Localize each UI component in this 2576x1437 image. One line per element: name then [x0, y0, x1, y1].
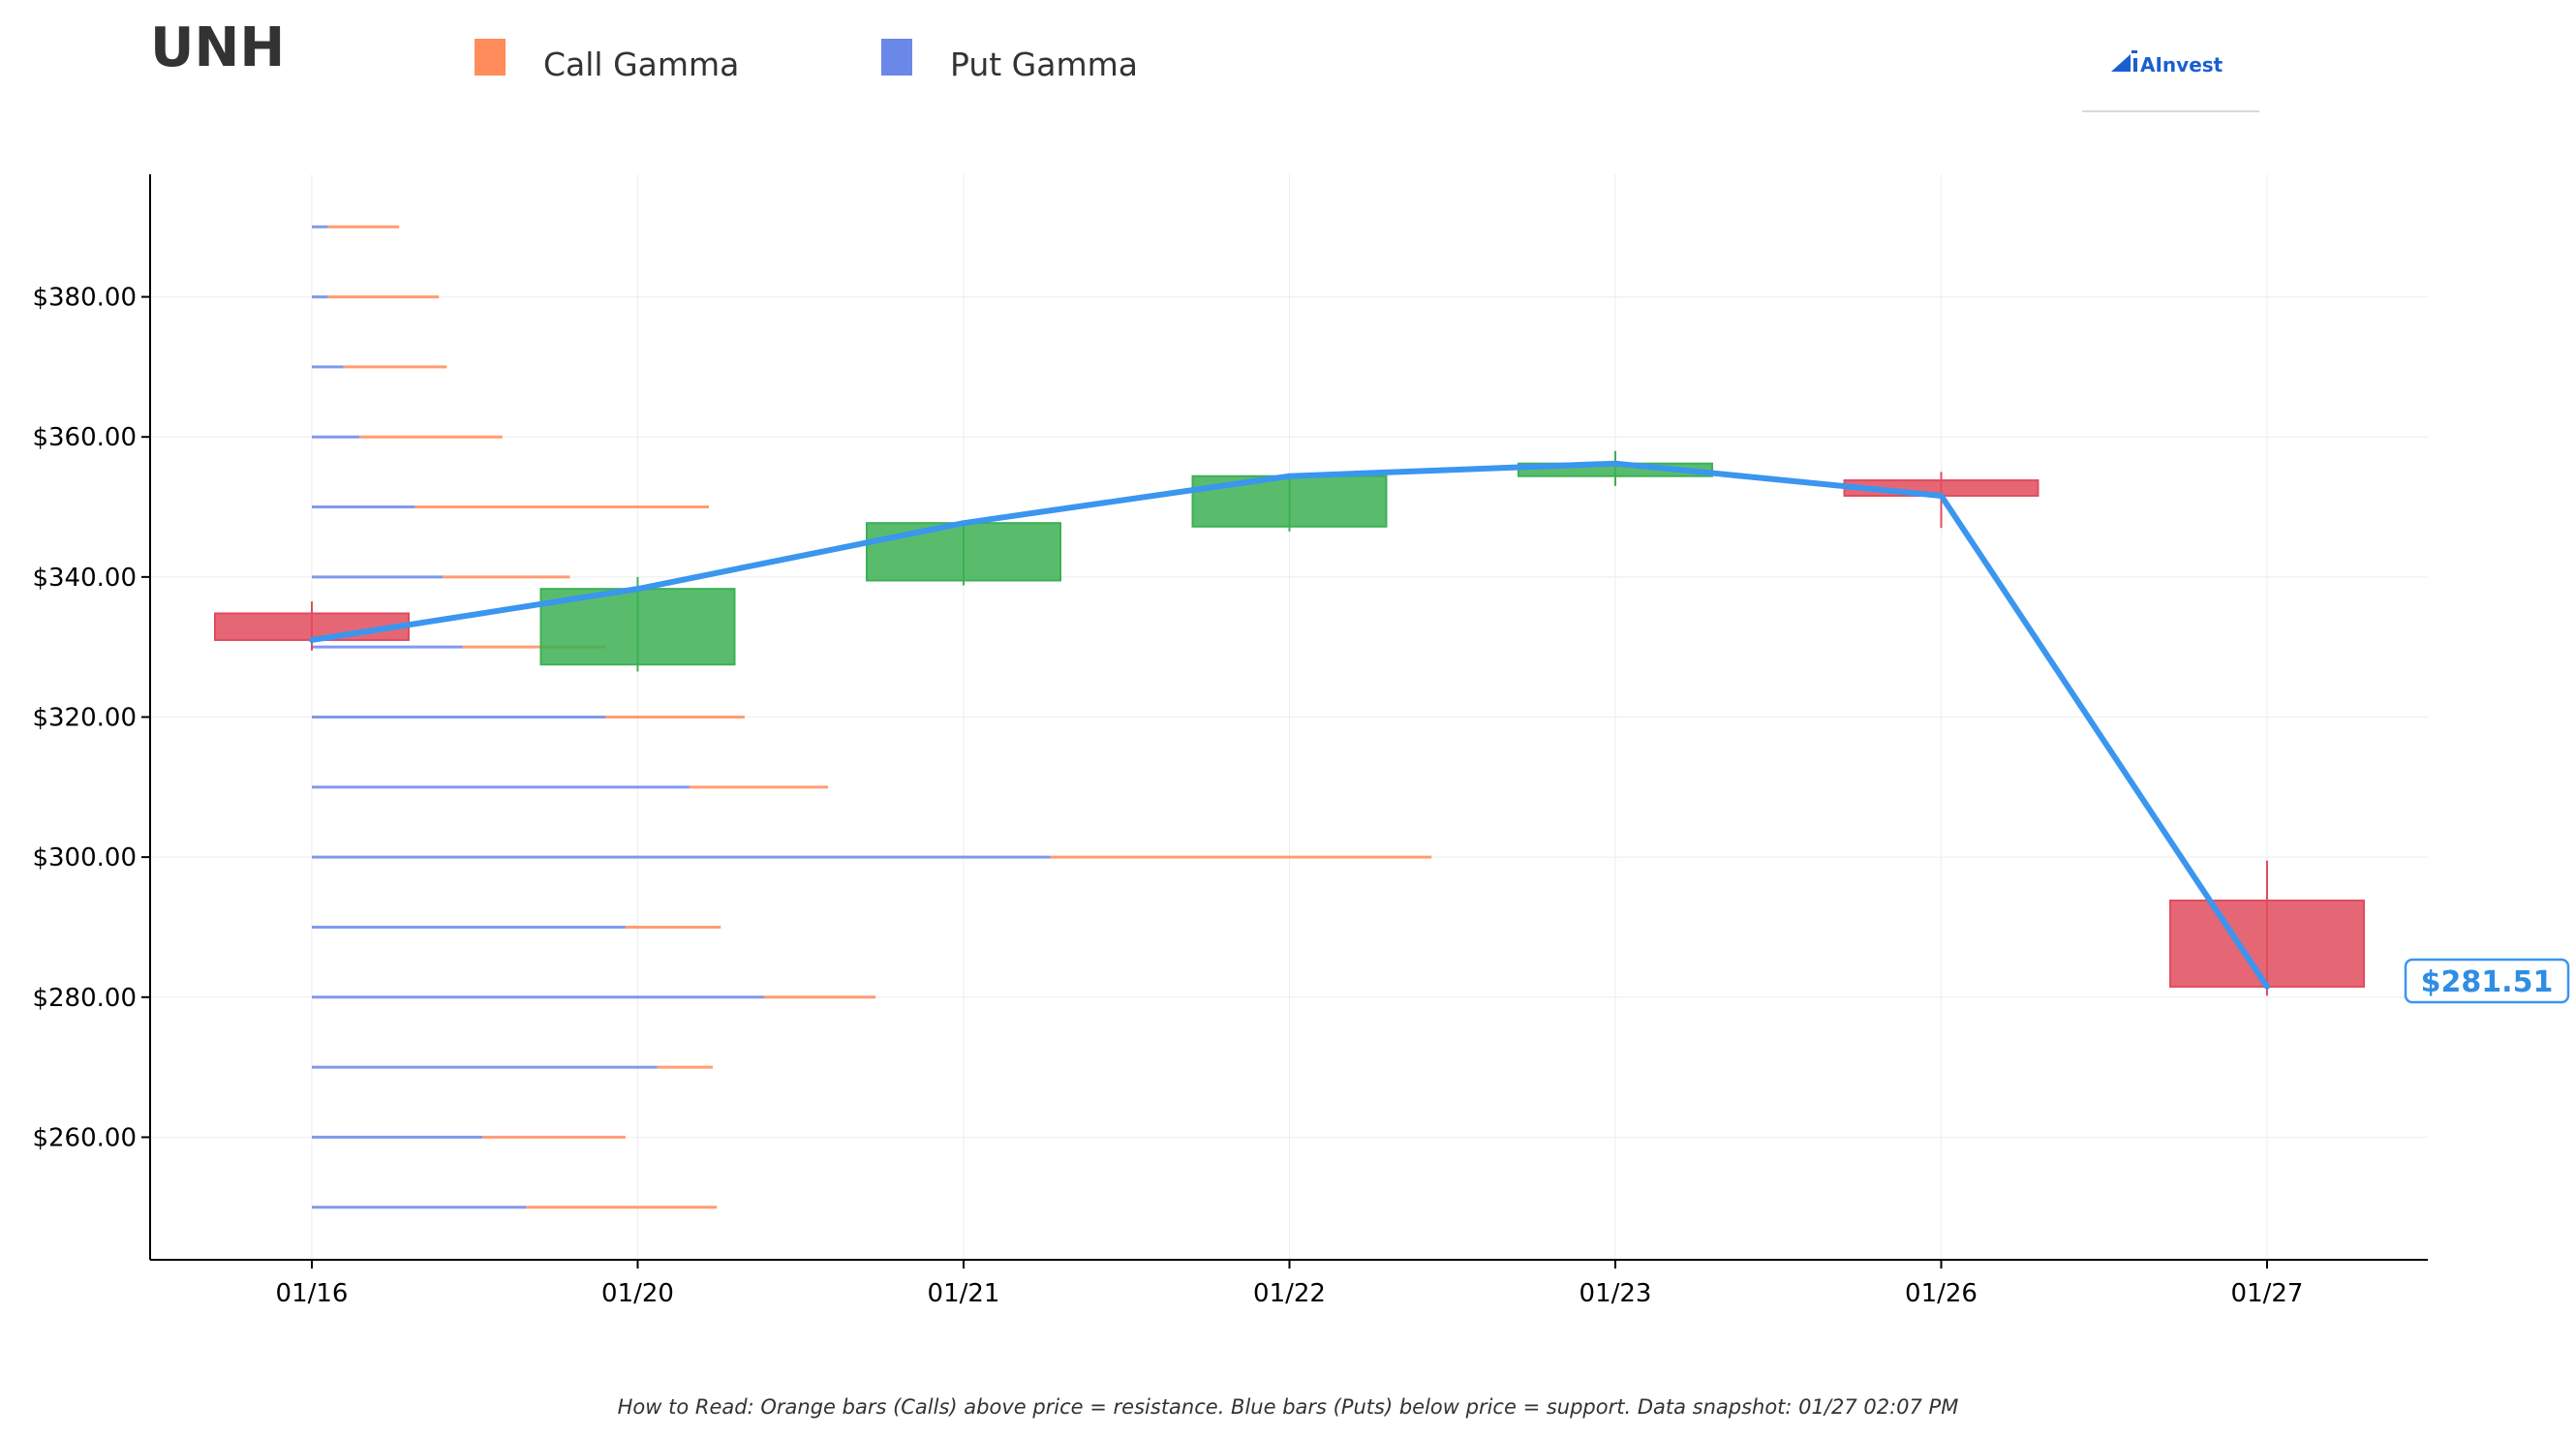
candle-body: [866, 522, 1061, 582]
y-tick-label: $340.00: [32, 564, 137, 593]
x-tick-label: 01/26: [1905, 1279, 1978, 1308]
logo-chart-icon: [2111, 50, 2137, 72]
current-price-badge: $281.51: [2404, 958, 2570, 1004]
current-price-label: $281.51: [2421, 965, 2554, 999]
x-tick-label: 01/16: [276, 1279, 349, 1308]
axes: $260.00 $280.00 $300.00 $320.00 $340.00 $360.…: [32, 174, 2428, 1308]
legend-label-call: Call Gamma: [543, 46, 739, 83]
close-price-line: [309, 460, 2270, 990]
legend-swatch-put: [881, 39, 912, 76]
y-tick-label: $260.00: [32, 1123, 137, 1152]
footnote: How to Read: Orange bars (Calls) above p…: [618, 1395, 1959, 1419]
candle-body: [2169, 899, 2365, 988]
y-tick-label: $360.00: [32, 423, 137, 452]
logo-text: AInvest: [2140, 53, 2223, 76]
x-tick-label: 01/21: [928, 1279, 1000, 1308]
candlesticks: [214, 450, 2365, 996]
price-badge-box: [2404, 958, 2570, 1004]
legend: Call Gamma Put Gamma: [475, 39, 1138, 83]
x-tick-label: 01/23: [1579, 1279, 1652, 1308]
ticker-title: UNH: [150, 16, 285, 79]
legend-swatch-call: [475, 39, 506, 76]
y-tick-label: $280.00: [32, 984, 137, 1013]
ainvest-logo: AInvest: [2082, 50, 2259, 112]
y-tick-label: $320.00: [32, 704, 137, 733]
y-tick-label: $300.00: [32, 843, 137, 872]
x-tick-label: 01/22: [1253, 1279, 1326, 1308]
close-line-path: [309, 460, 2270, 990]
legend-label-put: Put Gamma: [950, 46, 1138, 83]
x-tick-label: 01/20: [601, 1279, 674, 1308]
y-tick-label: $380.00: [32, 284, 137, 313]
x-tick-label: 01/27: [2231, 1279, 2304, 1308]
